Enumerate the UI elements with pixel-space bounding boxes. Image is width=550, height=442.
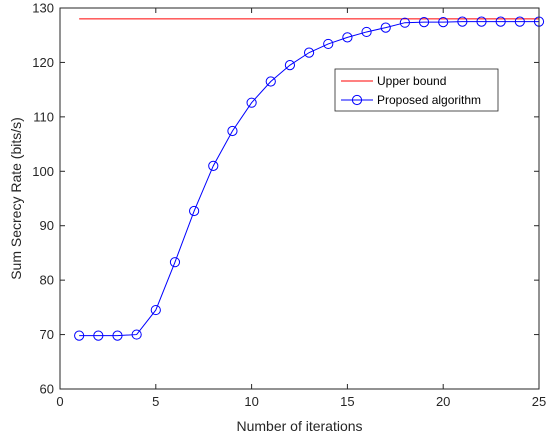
data-point-proposed-algorithm <box>495 16 506 27</box>
x-tick-label: 20 <box>436 394 450 409</box>
data-point-proposed-algorithm <box>246 97 257 108</box>
data-point-proposed-algorithm <box>303 47 315 58</box>
data-point-proposed-algorithm <box>227 125 238 137</box>
y-axis-title: Sum Secrecy Rate (bits/s) <box>8 117 24 280</box>
x-tick-label: 15 <box>340 394 354 409</box>
y-tick-label: 130 <box>32 1 54 16</box>
data-point-proposed-algorithm <box>361 26 372 38</box>
data-point-proposed-algorithm <box>265 76 276 87</box>
data-point-proposed-algorithm <box>438 17 449 28</box>
series-line-proposed-algorithm <box>79 21 539 337</box>
data-point-proposed-algorithm <box>208 160 219 171</box>
x-tick-label: 10 <box>244 394 258 409</box>
data-point-proposed-algorithm <box>342 32 353 43</box>
y-tick-label: 80 <box>40 273 54 288</box>
x-tick-label: 0 <box>56 394 63 409</box>
data-point-proposed-algorithm <box>418 17 430 28</box>
data-point-proposed-algorithm <box>74 330 85 341</box>
data-point-proposed-algorithm <box>323 38 334 50</box>
plot-frame <box>59 7 540 390</box>
data-point-proposed-algorithm <box>476 16 487 27</box>
data-point-proposed-algorithm <box>380 22 391 33</box>
legend-marker-proposed-algorithm <box>351 94 363 106</box>
data-point-proposed-algorithm <box>399 17 410 28</box>
data-point-proposed-algorithm <box>457 16 468 27</box>
y-tick-label: 120 <box>32 55 54 70</box>
legend: Upper bound Proposed algorithm <box>334 68 499 112</box>
ticks-layer: 0 5 10 15 20 25 60 70 80 90 100 110 120 130 <box>32 1 546 410</box>
legend-label-proposed-algorithm: Proposed algorithm <box>377 93 481 107</box>
data-point-proposed-algorithm <box>131 329 142 340</box>
data-point-proposed-algorithm <box>284 60 296 71</box>
legend-box <box>334 68 499 112</box>
data-point-proposed-algorithm <box>189 205 200 217</box>
y-tick-label: 60 <box>40 382 54 397</box>
data-point-proposed-algorithm <box>112 330 123 341</box>
x-axis-title: Number of iterations <box>236 418 362 434</box>
legend-label-upper-bound: Upper bound <box>377 74 446 88</box>
y-tick-label: 70 <box>40 327 54 342</box>
data-point-proposed-algorithm <box>169 257 181 268</box>
x-tick-label: 5 <box>152 394 159 409</box>
y-tick-label: 90 <box>40 218 54 233</box>
data-point-proposed-algorithm <box>93 330 104 341</box>
data-point-proposed-algorithm <box>150 304 161 316</box>
x-tick-label: 25 <box>532 394 546 409</box>
data-point-proposed-algorithm <box>514 16 525 27</box>
y-tick-label: 100 <box>32 164 54 179</box>
series-layer <box>74 16 545 341</box>
y-tick-label: 110 <box>33 109 54 124</box>
